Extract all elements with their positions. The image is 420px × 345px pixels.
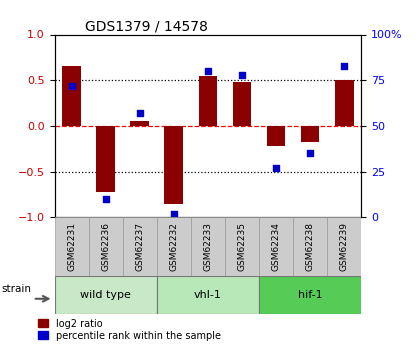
Bar	[293, 217, 327, 276]
Text: GSM62237: GSM62237	[135, 222, 144, 271]
Bar	[55, 217, 89, 276]
Point	[68, 83, 75, 88]
Bar	[157, 217, 191, 276]
Bar	[233, 82, 251, 126]
Text: GDS1379 / 14578: GDS1379 / 14578	[85, 19, 208, 33]
Point	[136, 110, 143, 116]
Bar	[157, 276, 259, 314]
Bar	[335, 80, 354, 126]
Bar	[267, 126, 286, 146]
Bar	[89, 217, 123, 276]
Bar	[123, 217, 157, 276]
Text: GSM62234: GSM62234	[272, 222, 281, 271]
Bar	[62, 67, 81, 126]
Text: strain: strain	[1, 284, 31, 294]
Legend: log2 ratio, percentile rank within the sample: log2 ratio, percentile rank within the s…	[39, 319, 221, 341]
Text: hif-1: hif-1	[298, 290, 323, 300]
Bar	[327, 217, 361, 276]
Bar	[301, 126, 320, 142]
Text: vhl-1: vhl-1	[194, 290, 222, 300]
Text: GSM62239: GSM62239	[340, 222, 349, 271]
Bar	[55, 276, 157, 314]
Text: GSM62238: GSM62238	[306, 222, 315, 271]
Bar	[259, 217, 293, 276]
Bar	[191, 217, 225, 276]
Bar	[225, 217, 259, 276]
Text: GSM62233: GSM62233	[203, 222, 213, 271]
Bar	[259, 276, 361, 314]
Point	[102, 196, 109, 202]
Text: GSM62231: GSM62231	[67, 222, 76, 271]
Bar	[165, 126, 183, 204]
Point	[205, 68, 211, 74]
Point	[341, 63, 347, 68]
Bar	[96, 126, 115, 192]
Bar	[130, 121, 149, 126]
Bar	[199, 76, 217, 126]
Text: GSM62236: GSM62236	[101, 222, 110, 271]
Point	[239, 72, 245, 78]
Text: wild type: wild type	[80, 290, 131, 300]
Point	[307, 150, 313, 156]
Point	[273, 165, 279, 171]
Text: GSM62235: GSM62235	[237, 222, 247, 271]
Point	[171, 211, 177, 216]
Text: GSM62232: GSM62232	[169, 222, 178, 271]
